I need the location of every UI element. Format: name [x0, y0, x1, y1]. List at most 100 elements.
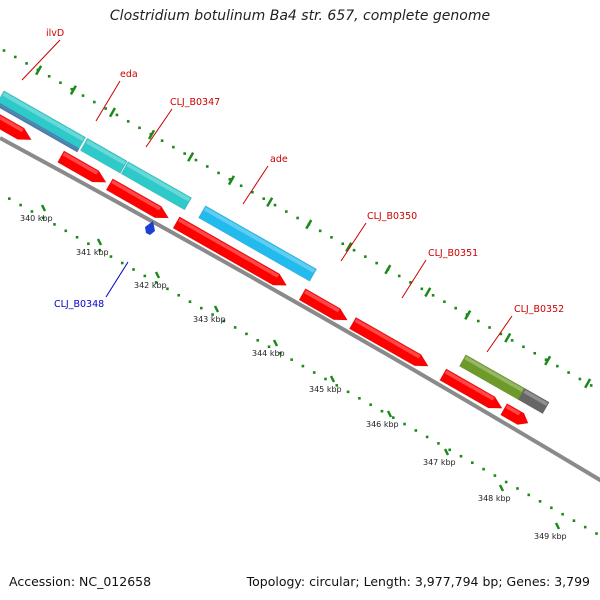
tick-label-347-kbp: 347 kbp — [423, 458, 456, 467]
outer-dotted-track — [93, 100, 96, 104]
inner-dotted-track — [109, 255, 113, 258]
gene-feature-red-5-highlight — [304, 290, 340, 313]
outer-dotted-track — [397, 274, 401, 278]
outer-dotted-track — [296, 216, 299, 220]
inner-dotted-track — [550, 506, 553, 510]
inner-dotted-track — [448, 448, 452, 452]
inner-tick-mark — [554, 522, 561, 530]
gene-feature-steel — [0, 103, 80, 153]
tick-label-346-kbp: 346 kbp — [366, 420, 399, 429]
inner-dotted-track — [256, 339, 260, 342]
gene-feature-red-1-highlight — [0, 115, 24, 133]
gene-marker-CLJ_B0348 — [145, 221, 155, 235]
inner-dotted-track — [595, 532, 598, 535]
leader-line-CLJ_B0352 — [486, 315, 513, 353]
map-title: Clostridium botulinum Ba4 str. 657, comp… — [109, 8, 491, 24]
outer-dotted-track — [115, 113, 119, 117]
gene-feature-red-8-highlight — [505, 405, 521, 416]
outer-dotted-track — [318, 229, 322, 233]
gene-feature-red-1 — [0, 114, 32, 141]
outer-dotted-track — [499, 332, 503, 336]
gene-feature-gray-highlight — [523, 389, 548, 406]
gene-label-eda: eda — [120, 69, 138, 80]
inner-dotted-track — [222, 319, 226, 323]
leader-line-CLJ_B0348 — [105, 261, 129, 298]
gene-label-CLJ_B0352: CLJ_B0352 — [514, 304, 564, 315]
gene-feature-red-7 — [439, 368, 503, 409]
outer-tick-mark — [584, 378, 592, 389]
inner-dotted-track — [471, 461, 474, 465]
outer-dotted-track — [172, 145, 175, 149]
inner-dotted-track — [233, 326, 237, 329]
outer-dotted-track — [285, 210, 288, 213]
inner-dotted-track — [391, 416, 395, 419]
inner-dotted-track — [358, 396, 361, 400]
outer-tick-mark — [384, 264, 392, 275]
inner-dotted-track — [335, 384, 339, 387]
gene-feature-CLJ_B0347 — [120, 161, 193, 211]
tick-label-345-kbp: 345 kbp — [309, 385, 342, 394]
inner-dotted-track — [301, 364, 305, 368]
gene-feature-red-8 — [500, 403, 529, 425]
gene-feature-ade — [198, 205, 318, 282]
inner-dotted-track — [98, 248, 101, 252]
inner-dotted-track — [53, 223, 56, 226]
inner-dotted-track — [527, 493, 531, 497]
inner-dotted-track — [8, 197, 11, 200]
outer-dotted-track — [420, 287, 424, 291]
genome-summary-text: Topology: circular; Length: 3,977,794 bp… — [246, 574, 590, 589]
inner-dotted-track — [516, 487, 519, 490]
inner-dotted-track — [380, 409, 384, 413]
inner-tick-mark — [498, 484, 505, 492]
outer-tick-mark — [69, 85, 77, 96]
gene-label-ilvD: ilvD — [46, 28, 64, 39]
inner-dotted-track — [267, 345, 271, 349]
outer-dotted-track — [273, 203, 277, 207]
outer-dotted-track — [375, 261, 378, 265]
gene-feature-red-7-highlight — [444, 370, 495, 401]
inner-dotted-track — [324, 377, 327, 381]
leader-line-CLJ_B0351 — [401, 259, 427, 299]
gene-feature-CLJ_B0352-highlight — [464, 356, 524, 392]
outer-dotted-track — [59, 81, 62, 85]
inner-tick-mark — [329, 375, 336, 383]
outer-dotted-track — [341, 242, 345, 246]
leader-line-eda — [95, 80, 121, 122]
inner-dotted-track — [346, 390, 350, 394]
outer-tick-mark — [148, 129, 156, 140]
outer-tick-mark — [187, 151, 195, 162]
inner-dotted-track — [312, 371, 316, 374]
accession-text: Accession: NC_012658 — [9, 574, 152, 589]
outer-dotted-track — [126, 120, 130, 123]
leader-line-CLJ_B0347 — [145, 108, 173, 148]
inner-dotted-track — [30, 210, 34, 213]
inner-dotted-track — [279, 351, 282, 355]
outer-dotted-track — [104, 107, 107, 110]
inner-dotted-track — [177, 293, 181, 297]
gene-label-CLJ_B0347: CLJ_B0347 — [170, 97, 220, 108]
outer-dotted-track — [431, 293, 435, 297]
outer-tick-mark — [345, 242, 353, 253]
inner-dotted-track — [87, 242, 90, 246]
gene-feature-eda-highlight — [85, 139, 126, 165]
outer-dotted-track — [409, 281, 412, 284]
outer-dotted-track — [228, 178, 232, 181]
inner-dotted-track — [245, 332, 248, 336]
gene-feature-ilvD-highlight — [2, 92, 85, 142]
inner-dotted-track — [369, 403, 372, 407]
outer-dotted-track — [488, 326, 491, 329]
inner-tick-mark — [40, 204, 47, 212]
gene-feature-red-6-highlight — [354, 318, 421, 359]
outer-tick-mark — [227, 175, 236, 186]
tick-label-344-kbp: 344 kbp — [252, 349, 285, 358]
gene-feature-CLJ_B0347-highlight — [126, 163, 191, 202]
inner-dotted-track — [504, 480, 508, 484]
gene-feature-gray — [517, 387, 550, 415]
gene-feature-ade-highlight — [203, 207, 316, 273]
outer-tick-mark — [424, 287, 432, 298]
gene-label-CLJ_B0350: CLJ_B0350 — [367, 211, 417, 222]
inner-dotted-track — [143, 274, 147, 278]
gene-feature-red-6 — [348, 316, 429, 367]
leader-line-ilvD — [21, 39, 61, 81]
inner-dotted-track — [75, 235, 79, 239]
